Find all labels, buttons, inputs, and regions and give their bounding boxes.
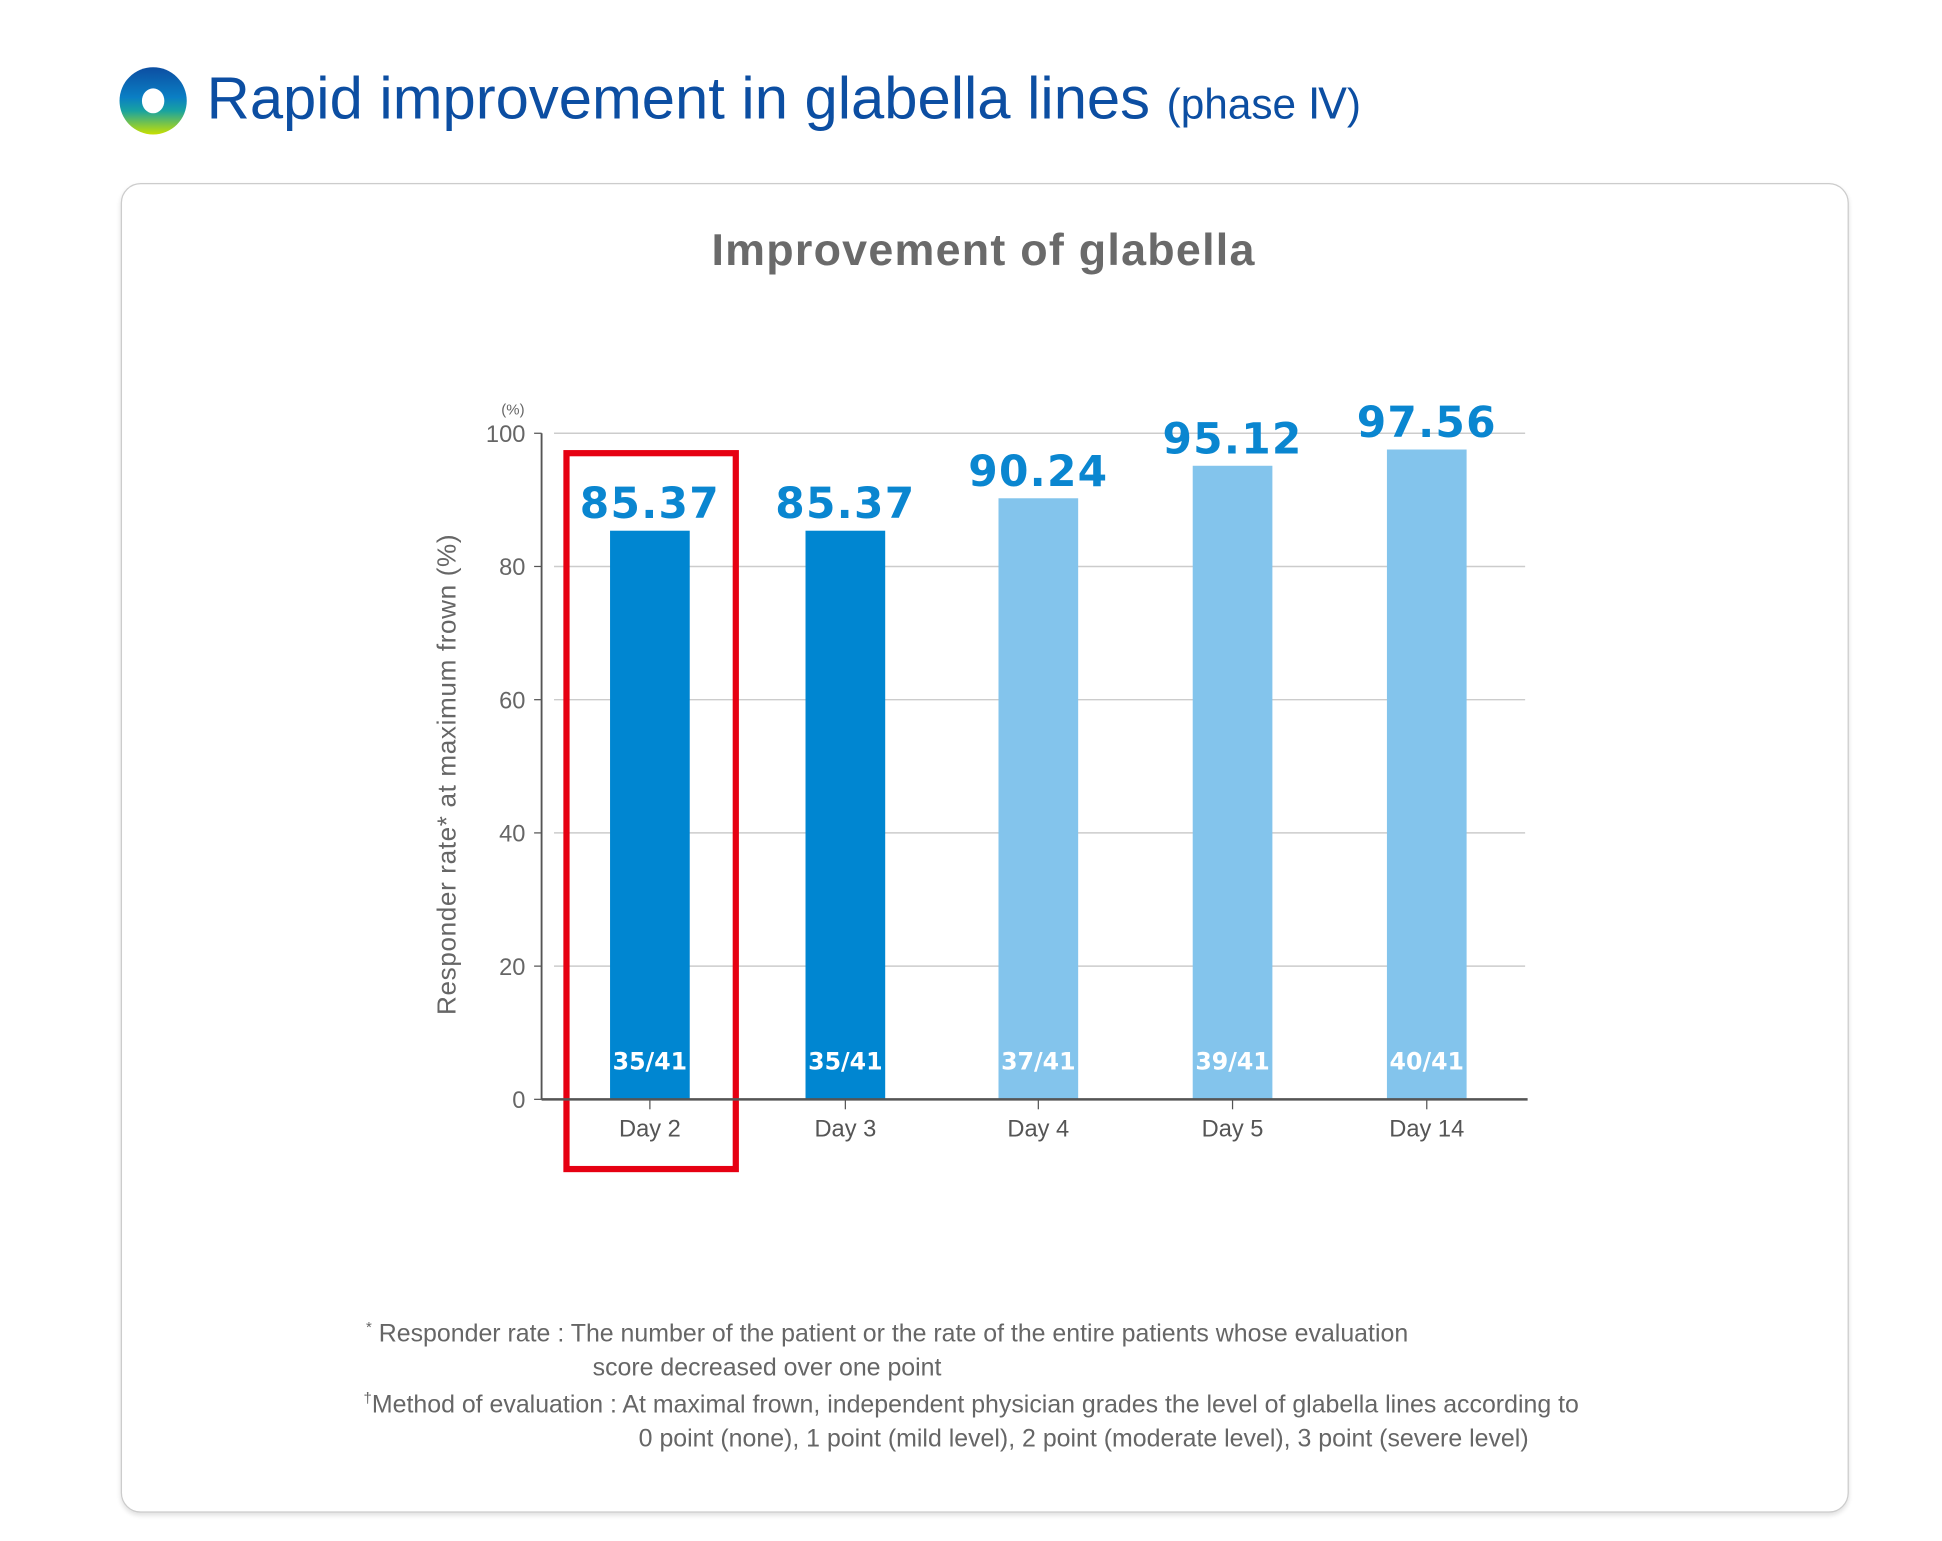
x-tick-label: Day 2 <box>619 1117 681 1143</box>
y-tick-label: 80 <box>499 555 525 581</box>
logo-icon <box>119 67 187 135</box>
highlight-box <box>563 450 739 1173</box>
bar <box>610 530 690 1100</box>
count-label: 39/41 <box>1195 1047 1269 1075</box>
footnote-2-cont: 0 point (none), 1 point (mild level), 2 … <box>638 1425 1529 1453</box>
title-text: Rapid improvement in glabella lines <box>206 65 1151 132</box>
count-label: 37/41 <box>1001 1047 1075 1075</box>
value-label: 85.37 <box>580 479 720 528</box>
x-tick-label: Day 3 <box>814 1117 876 1143</box>
footnote-mark: † <box>363 1389 372 1407</box>
x-tick-label: Day 14 <box>1389 1117 1464 1143</box>
y-tick-label: 60 <box>499 688 525 714</box>
bar <box>1386 449 1467 1100</box>
count-label: 35/41 <box>613 1047 687 1075</box>
count-label: 35/41 <box>808 1047 882 1075</box>
y-unit-label: (%) <box>501 402 524 419</box>
footnote-label: Responder rate : <box>378 1320 565 1348</box>
y-tick-label: 40 <box>499 822 525 848</box>
bar <box>805 530 886 1100</box>
value-label: 85.37 <box>775 479 915 528</box>
footnote-text: The number of the patient or the rate of… <box>570 1320 1409 1348</box>
y-tick-label: 0 <box>512 1088 525 1114</box>
footnote-1-cont: score decreased over one point <box>592 1354 942 1382</box>
footnote-1: * Responder rate : The number of the pat… <box>366 1318 1408 1349</box>
value-label: 90.24 <box>968 447 1108 496</box>
page-title: Rapid improvement in glabella lines (pha… <box>207 65 1361 133</box>
y-tick-label: 100 <box>486 422 525 448</box>
bar <box>998 498 1079 1100</box>
bar <box>1192 465 1273 1100</box>
y-tick-label: 20 <box>499 955 525 981</box>
title-phase: (phase Ⅳ) <box>1166 80 1362 129</box>
y-axis-label: Responder rate* at maximum frown (%) <box>432 534 462 1015</box>
footnote-mark: * <box>366 1318 372 1336</box>
chart-title: Improvement of glabella <box>711 224 1256 276</box>
footnote-text: At maximal frown, independent physician … <box>622 1391 1579 1419</box>
footnote-label: Method of evaluation : <box>371 1391 617 1419</box>
x-tick-label: Day 4 <box>1007 1117 1069 1143</box>
chart-card <box>120 183 1849 1513</box>
footnote-2: †Method of evaluation : At maximal frown… <box>364 1389 1579 1420</box>
count-label: 40/41 <box>1390 1047 1464 1075</box>
value-label: 95.12 <box>1162 414 1302 463</box>
x-tick-label: Day 5 <box>1202 1117 1264 1143</box>
value-label: 97.56 <box>1357 398 1497 447</box>
